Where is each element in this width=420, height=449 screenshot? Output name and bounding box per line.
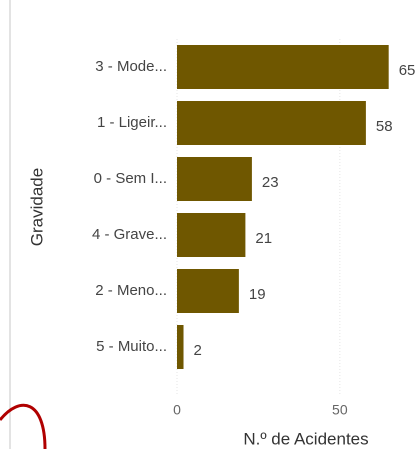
value-label: 58 <box>376 118 393 135</box>
x-tick-label: 0 <box>173 402 181 418</box>
y-tick-label: 3 - Mode... <box>95 58 167 75</box>
value-label: 65 <box>399 62 416 79</box>
chart: Gravidade N.º de Acidentes 0 50 3 - Mode..… <box>0 0 420 449</box>
bar <box>177 45 389 89</box>
bar <box>177 157 252 201</box>
y-axis-title: Gravidade <box>27 168 46 246</box>
value-label: 21 <box>255 230 272 247</box>
x-tick-label: 50 <box>332 402 348 418</box>
bar <box>177 101 366 145</box>
y-tick-label: 5 - Muito... <box>96 338 167 355</box>
value-label: 23 <box>262 174 279 191</box>
y-tick-label: 0 - Sem I... <box>94 170 167 187</box>
y-tick-label: 1 - Ligeir... <box>97 114 167 131</box>
bar <box>177 269 239 313</box>
x-axis-title: N.º de Acidentes <box>243 429 368 448</box>
value-label: 2 <box>194 342 202 359</box>
bar <box>177 325 184 369</box>
bar <box>177 213 245 257</box>
y-tick-label: 2 - Meno... <box>95 282 167 299</box>
selection-outline <box>0 405 45 449</box>
y-tick-label: 4 - Grave... <box>92 226 167 243</box>
value-label: 19 <box>249 286 266 303</box>
